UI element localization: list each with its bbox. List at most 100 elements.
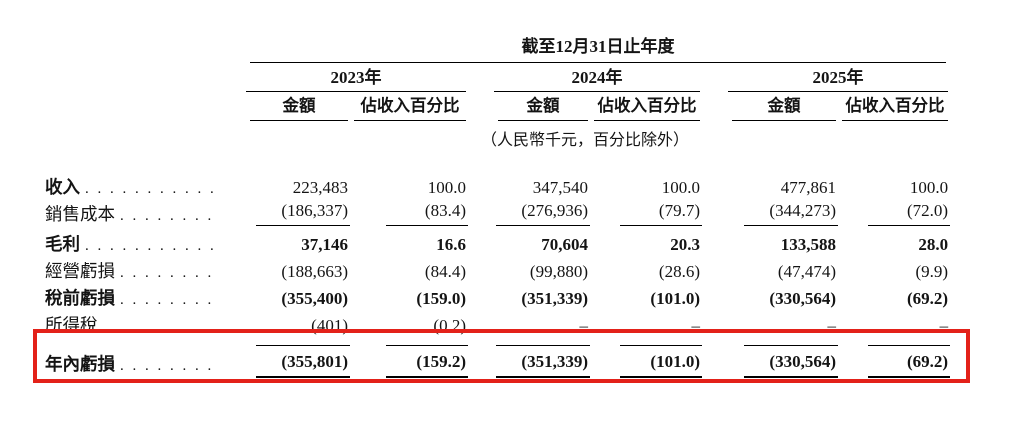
- row-label-cell: 經營虧損 . . . . . . . . . . . . . . . . . . …: [45, 256, 220, 283]
- table-caption-row: 截至12月31日止年度: [45, 32, 950, 63]
- value-cell: 20.3: [590, 226, 702, 256]
- cell-value: (47,474): [777, 262, 836, 281]
- value-cell: (99,880): [468, 256, 590, 283]
- col-header-percent: 佔收入百分比: [842, 92, 949, 121]
- dot-leader: . . . . . . . . . . . . . . . . . . . . …: [120, 357, 220, 374]
- dot-leader: . . . . . . . . . . . . . . . . . . . . …: [120, 208, 220, 224]
- cell-value: (159.2): [386, 344, 468, 382]
- cell-value: (83.4): [386, 201, 468, 226]
- cell-value: 100.0: [661, 178, 700, 197]
- table-row: 毛利 . . . . . . . . . . . . . . . . . . . …: [45, 226, 950, 256]
- dot-leader: . . . . . . . . . . . . . . . . . . . . …: [85, 238, 220, 254]
- cell-value: –: [827, 316, 837, 335]
- unit-note-row: （人民幣千元，百分比除外）: [45, 121, 950, 150]
- cell-value: (351,339): [496, 344, 590, 382]
- cell-value: –: [579, 316, 589, 335]
- value-cell: 347,540: [468, 172, 590, 199]
- cell-value: (276,936): [496, 201, 590, 226]
- cell-value: 16.6: [436, 235, 466, 254]
- cell-value: (84.4): [424, 262, 466, 281]
- value-cell: 133,588: [702, 226, 838, 256]
- period-caption: 截至12月31日止年度: [250, 32, 947, 63]
- cell-value: (72.0): [868, 201, 951, 226]
- table-row: 銷售成本 . . . . . . . . . . . . . . . . . . …: [45, 199, 951, 226]
- value-cell: (72.0): [838, 199, 951, 226]
- year-header-2023: 2023年: [246, 63, 466, 92]
- col-header-amount: 金額: [250, 92, 348, 121]
- row-label: 稅前虧損: [45, 288, 115, 308]
- value-cell: (83.4): [350, 199, 468, 226]
- row-label: 年內虧損: [45, 353, 115, 374]
- value-cell: –: [468, 310, 590, 337]
- cell-value: 100.0: [427, 178, 466, 197]
- cell-value: 133,588: [780, 235, 836, 254]
- cell-value: (101.0): [620, 344, 702, 382]
- value-cell: (355,801): [220, 337, 350, 389]
- value-cell: (186,337): [220, 199, 350, 226]
- col-header-percent: 佔收入百分比: [594, 92, 700, 121]
- value-cell: 223,483: [220, 172, 350, 199]
- subheader-row: 金額 佔收入百分比 金額 佔收入百分比 金額 佔收入百分比: [45, 92, 950, 121]
- dot-leader: . . . . . . . . . . . . . . . . . . . . …: [120, 292, 220, 308]
- value-cell: (69.2): [838, 283, 950, 310]
- value-cell: 70,604: [468, 226, 590, 256]
- value-cell: –: [838, 310, 950, 337]
- cell-value: (159.0): [416, 289, 466, 308]
- value-cell: (47,474): [702, 256, 838, 283]
- dot-leader: . . . . . . . . . . . . . . . . . . . . …: [120, 265, 220, 281]
- cell-value: (28.6): [658, 262, 700, 281]
- value-cell: (159.2): [350, 337, 468, 389]
- year-header-row: 2023年 2024年 2025年: [45, 63, 950, 92]
- cell-value: 20.3: [670, 235, 700, 254]
- col-header-amount: 金額: [732, 92, 836, 121]
- value-cell: (79.7): [590, 199, 702, 226]
- value-cell: –: [702, 310, 838, 337]
- value-cell: (84.4): [350, 256, 468, 283]
- value-cell: 28.0: [838, 226, 950, 256]
- value-cell: 100.0: [350, 172, 468, 199]
- value-cell: (351,339): [468, 283, 590, 310]
- table-row: 收入 . . . . . . . . . . . . . . . . . . . …: [45, 172, 950, 199]
- value-cell: (101.0): [590, 283, 702, 310]
- cell-value: 28.0: [918, 235, 949, 254]
- value-cell: (276,936): [468, 199, 590, 226]
- highlight-box: [33, 329, 970, 383]
- cell-value: 347,540: [532, 178, 588, 197]
- table-row: 稅前虧損 . . . . . . . . . . . . . . . . . . …: [45, 283, 950, 310]
- cell-value: (330,564): [744, 344, 838, 382]
- income-statement-table: 截至12月31日止年度 2023年 2024年 2025年 金額 佔收入百分比 …: [45, 32, 951, 389]
- cell-value: (69.2): [868, 344, 951, 382]
- value-cell: (101.0): [590, 337, 702, 389]
- dot-leader: . . . . . . . . . . . . . . . . . . . . …: [85, 181, 220, 197]
- cell-value: –: [939, 316, 949, 335]
- spacer-row: [45, 150, 950, 172]
- cell-value: (188,663): [281, 262, 348, 281]
- cell-value: (330,564): [769, 289, 836, 308]
- row-label-cell: 毛利 . . . . . . . . . . . . . . . . . . . …: [45, 226, 220, 256]
- value-cell: (28.6): [590, 256, 702, 283]
- col-header-amount: 金額: [498, 92, 588, 121]
- row-label-cell: 稅前虧損 . . . . . . . . . . . . . . . . . . …: [45, 283, 220, 310]
- cell-value: (355,801): [256, 344, 350, 382]
- cell-value: (99,880): [529, 262, 588, 281]
- cell-value: 70,604: [541, 235, 588, 254]
- value-cell: (9.9): [838, 256, 950, 283]
- cell-value: (69.2): [906, 289, 949, 308]
- row-label: 經營虧損: [45, 261, 115, 281]
- cell-value: (355,400): [281, 289, 348, 308]
- value-cell: 100.0: [838, 172, 950, 199]
- row-label-cell: 年內虧損 . . . . . . . . . . . . . . . . . . …: [45, 337, 220, 389]
- table-row: 年內虧損 . . . . . . . . . . . . . . . . . . …: [45, 337, 951, 389]
- value-cell: 100.0: [590, 172, 702, 199]
- cell-value: 100.0: [909, 178, 949, 197]
- row-label-cell: 銷售成本 . . . . . . . . . . . . . . . . . . …: [45, 199, 220, 226]
- value-cell: (330,564): [702, 337, 838, 389]
- value-cell: 16.6: [350, 226, 468, 256]
- row-label: 收入: [45, 177, 80, 197]
- value-cell: –: [590, 310, 702, 337]
- cell-value: 477,861: [780, 178, 836, 197]
- col-header-percent: 佔收入百分比: [354, 92, 466, 121]
- year-header-2025: 2025年: [728, 63, 949, 92]
- cell-value: 223,483: [292, 178, 348, 197]
- value-cell: (159.0): [350, 283, 468, 310]
